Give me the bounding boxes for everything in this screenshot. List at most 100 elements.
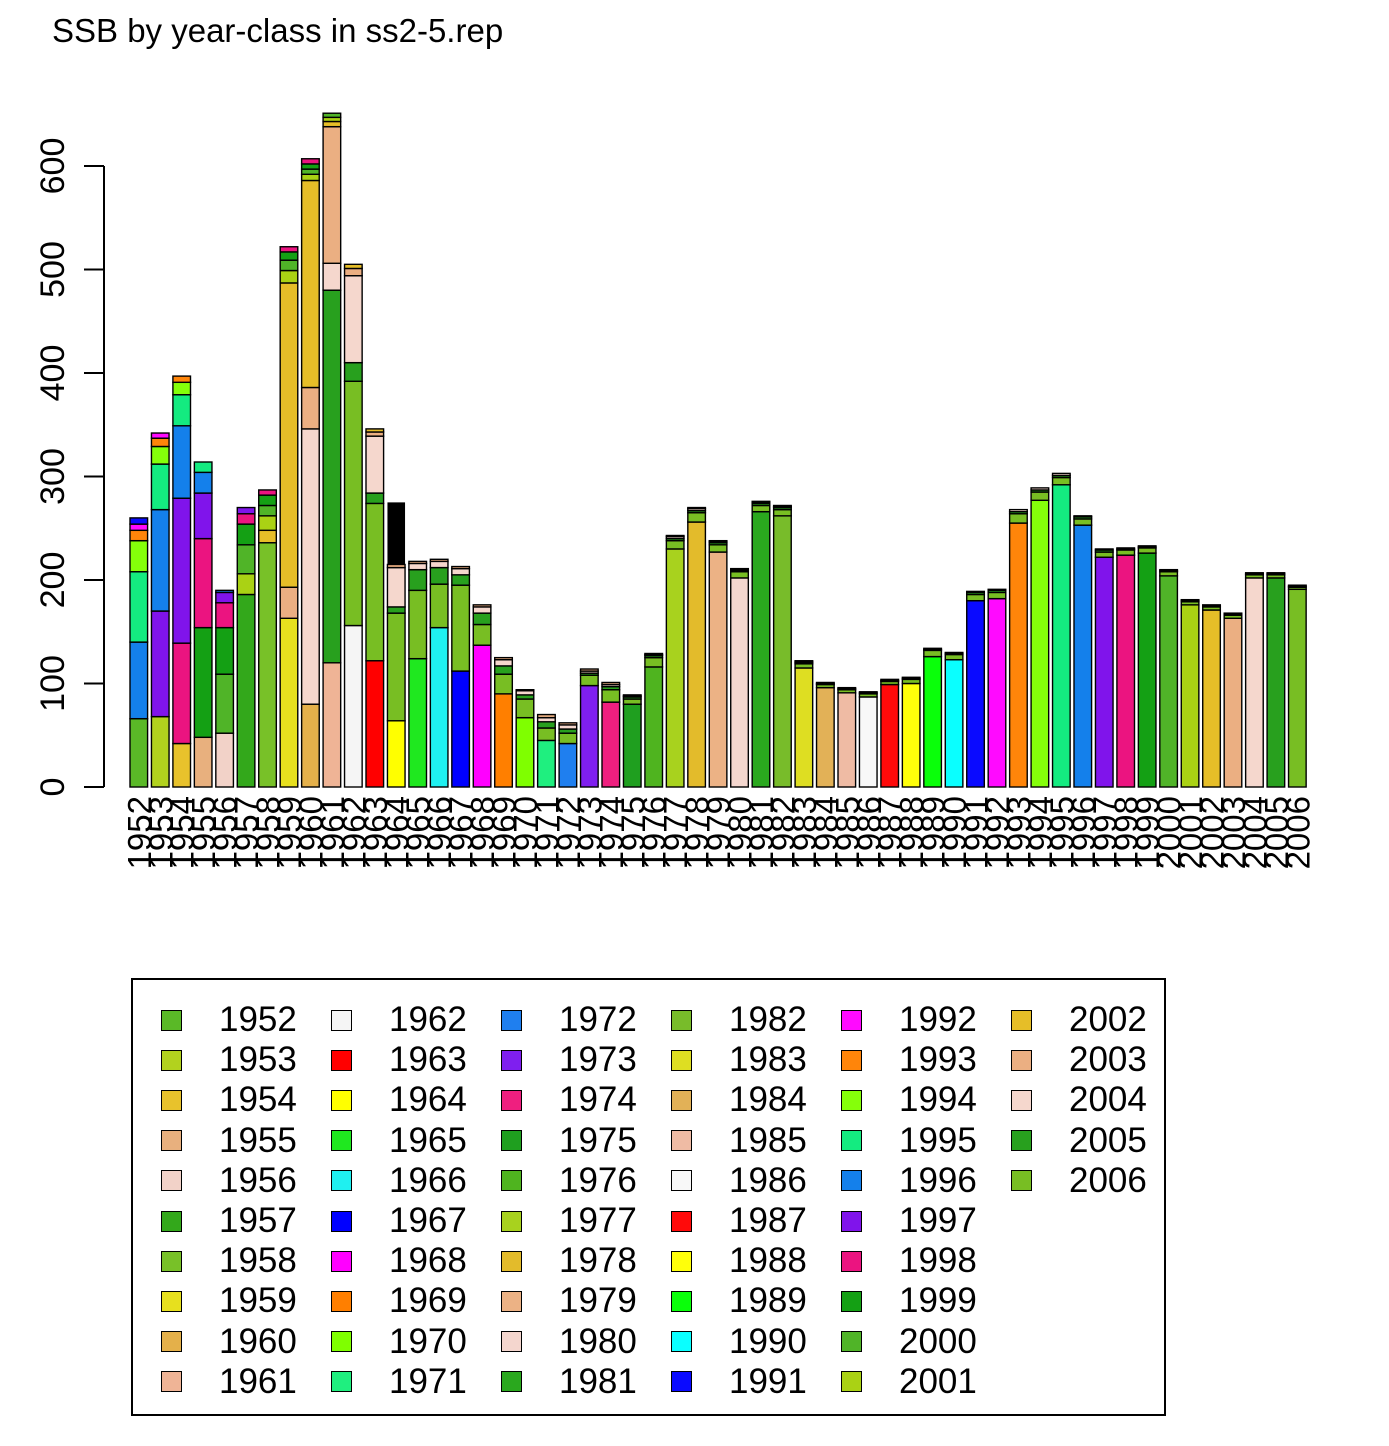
legend-item: 1975: [501, 1121, 637, 1161]
legend-label: 1957: [219, 1201, 297, 1240]
bar-segment: [258, 504, 278, 517]
legend-swatch: [841, 1130, 862, 1152]
bar-segment: [236, 513, 256, 525]
bar-segment: [644, 656, 664, 668]
bar-segment: [579, 684, 599, 788]
bar-segment: [1030, 499, 1050, 788]
legend-swatch: [331, 1371, 352, 1393]
legend-item: 2006: [1011, 1161, 1147, 1201]
legend-label: 1981: [559, 1361, 637, 1401]
bar-segment: [322, 662, 342, 788]
legend-item: 1989: [671, 1281, 807, 1321]
bar-segment: [601, 689, 621, 703]
legend-swatch: [331, 1049, 352, 1071]
bar-segment: [472, 623, 492, 646]
bar-segment: [1180, 604, 1200, 788]
x-tick-label: 1998: [1108, 796, 1145, 869]
bar-segment: [730, 571, 750, 579]
legend-swatch: [501, 1130, 522, 1152]
bar-segment: [236, 573, 256, 596]
legend-item: 1976: [501, 1161, 637, 1201]
bar-segment: [150, 437, 170, 448]
bar-segment: [172, 394, 192, 427]
bar-segment: [1223, 612, 1243, 615]
legend-label: 1966: [389, 1160, 467, 1200]
legend-item: 1964: [331, 1080, 467, 1120]
legend-item: 1988: [671, 1241, 807, 1281]
bar-segment: [386, 606, 406, 614]
legend-item: 1980: [501, 1322, 637, 1362]
bar-segment: [300, 703, 320, 788]
bar-segment: [129, 717, 149, 788]
legend-label: 1974: [559, 1080, 637, 1120]
legend-label: 1994: [899, 1080, 977, 1120]
legend-swatch: [671, 1331, 692, 1353]
legend-item: 1968: [331, 1241, 467, 1281]
x-tick-label: 1983: [786, 796, 823, 869]
bar-segment: [150, 445, 170, 465]
bar-segment: [536, 713, 556, 719]
bar-segment: [966, 593, 986, 602]
bar-segment: [258, 529, 278, 544]
legend-label: 1989: [729, 1281, 807, 1321]
y-tick-label: 0: [34, 778, 72, 797]
legend-label: 1978: [559, 1241, 637, 1281]
legend-item: 1984: [671, 1080, 807, 1120]
legend-item: 1960: [161, 1322, 297, 1362]
bar-segment: [751, 504, 771, 513]
legend-swatch: [501, 1049, 522, 1071]
bar-segment: [300, 168, 320, 175]
bar-segment: [1030, 487, 1050, 491]
bar-segment: [472, 644, 492, 788]
bar-segment: [365, 428, 385, 433]
legend-swatch: [331, 1290, 352, 1312]
bar-segment: [494, 693, 514, 788]
legend-swatch: [501, 1089, 522, 1111]
bar-segment: [536, 727, 556, 742]
bar-segment: [730, 567, 750, 571]
bar-segment: [129, 641, 149, 720]
bar-segment: [1159, 568, 1179, 572]
x-tick-label: 1992: [979, 796, 1016, 869]
bar-segment: [730, 577, 750, 788]
x-tick-label: 1986: [850, 796, 887, 869]
x-tick-label: 1972: [550, 796, 587, 869]
legend-label: 1964: [389, 1080, 467, 1120]
bar-segment: [215, 626, 235, 675]
bar-segment: [1051, 484, 1071, 788]
legend-swatch: [841, 1331, 862, 1353]
x-tick-label: 1987: [872, 796, 909, 869]
bar-segment: [944, 658, 964, 788]
x-tick-label: 2001: [1172, 796, 1209, 869]
bar-segment: [708, 551, 728, 788]
bar-plus-group: [387, 502, 406, 565]
legend-label: 1961: [219, 1361, 297, 1401]
bar-segment: [515, 716, 535, 788]
x-tick-label: 2000: [1151, 796, 1188, 869]
x-tick-label: 1962: [335, 796, 372, 869]
x-tick-label: 1976: [636, 796, 673, 869]
bar-segment: [815, 681, 835, 685]
chart-title: SSB by year-class in ss2-5.rep: [52, 12, 504, 49]
y-tick-label: 100: [34, 655, 72, 712]
legend-label: 1962: [389, 1000, 467, 1039]
bar-segment: [494, 656, 514, 661]
legend-item: 1981: [501, 1362, 637, 1402]
bar-segment: [1073, 515, 1093, 518]
bar-segment: [215, 673, 235, 734]
legend-label: 1985: [729, 1120, 807, 1160]
legend-swatch: [1011, 1170, 1032, 1192]
bar-segment: [987, 591, 1007, 600]
bar-segment: [429, 626, 449, 788]
bar-segment: [1266, 572, 1286, 575]
legend-label: 1982: [729, 1000, 807, 1039]
bar-segment: [536, 739, 556, 788]
bar-segment: [129, 529, 149, 542]
bar-segment: [451, 574, 471, 586]
bar-segment: [258, 494, 278, 507]
legend-label: 2006: [1069, 1160, 1147, 1200]
legend-item: 1973: [501, 1040, 637, 1080]
bar-segment: [515, 698, 535, 719]
legend-item: 1961: [161, 1362, 297, 1402]
legend-swatch: [1011, 1089, 1032, 1111]
